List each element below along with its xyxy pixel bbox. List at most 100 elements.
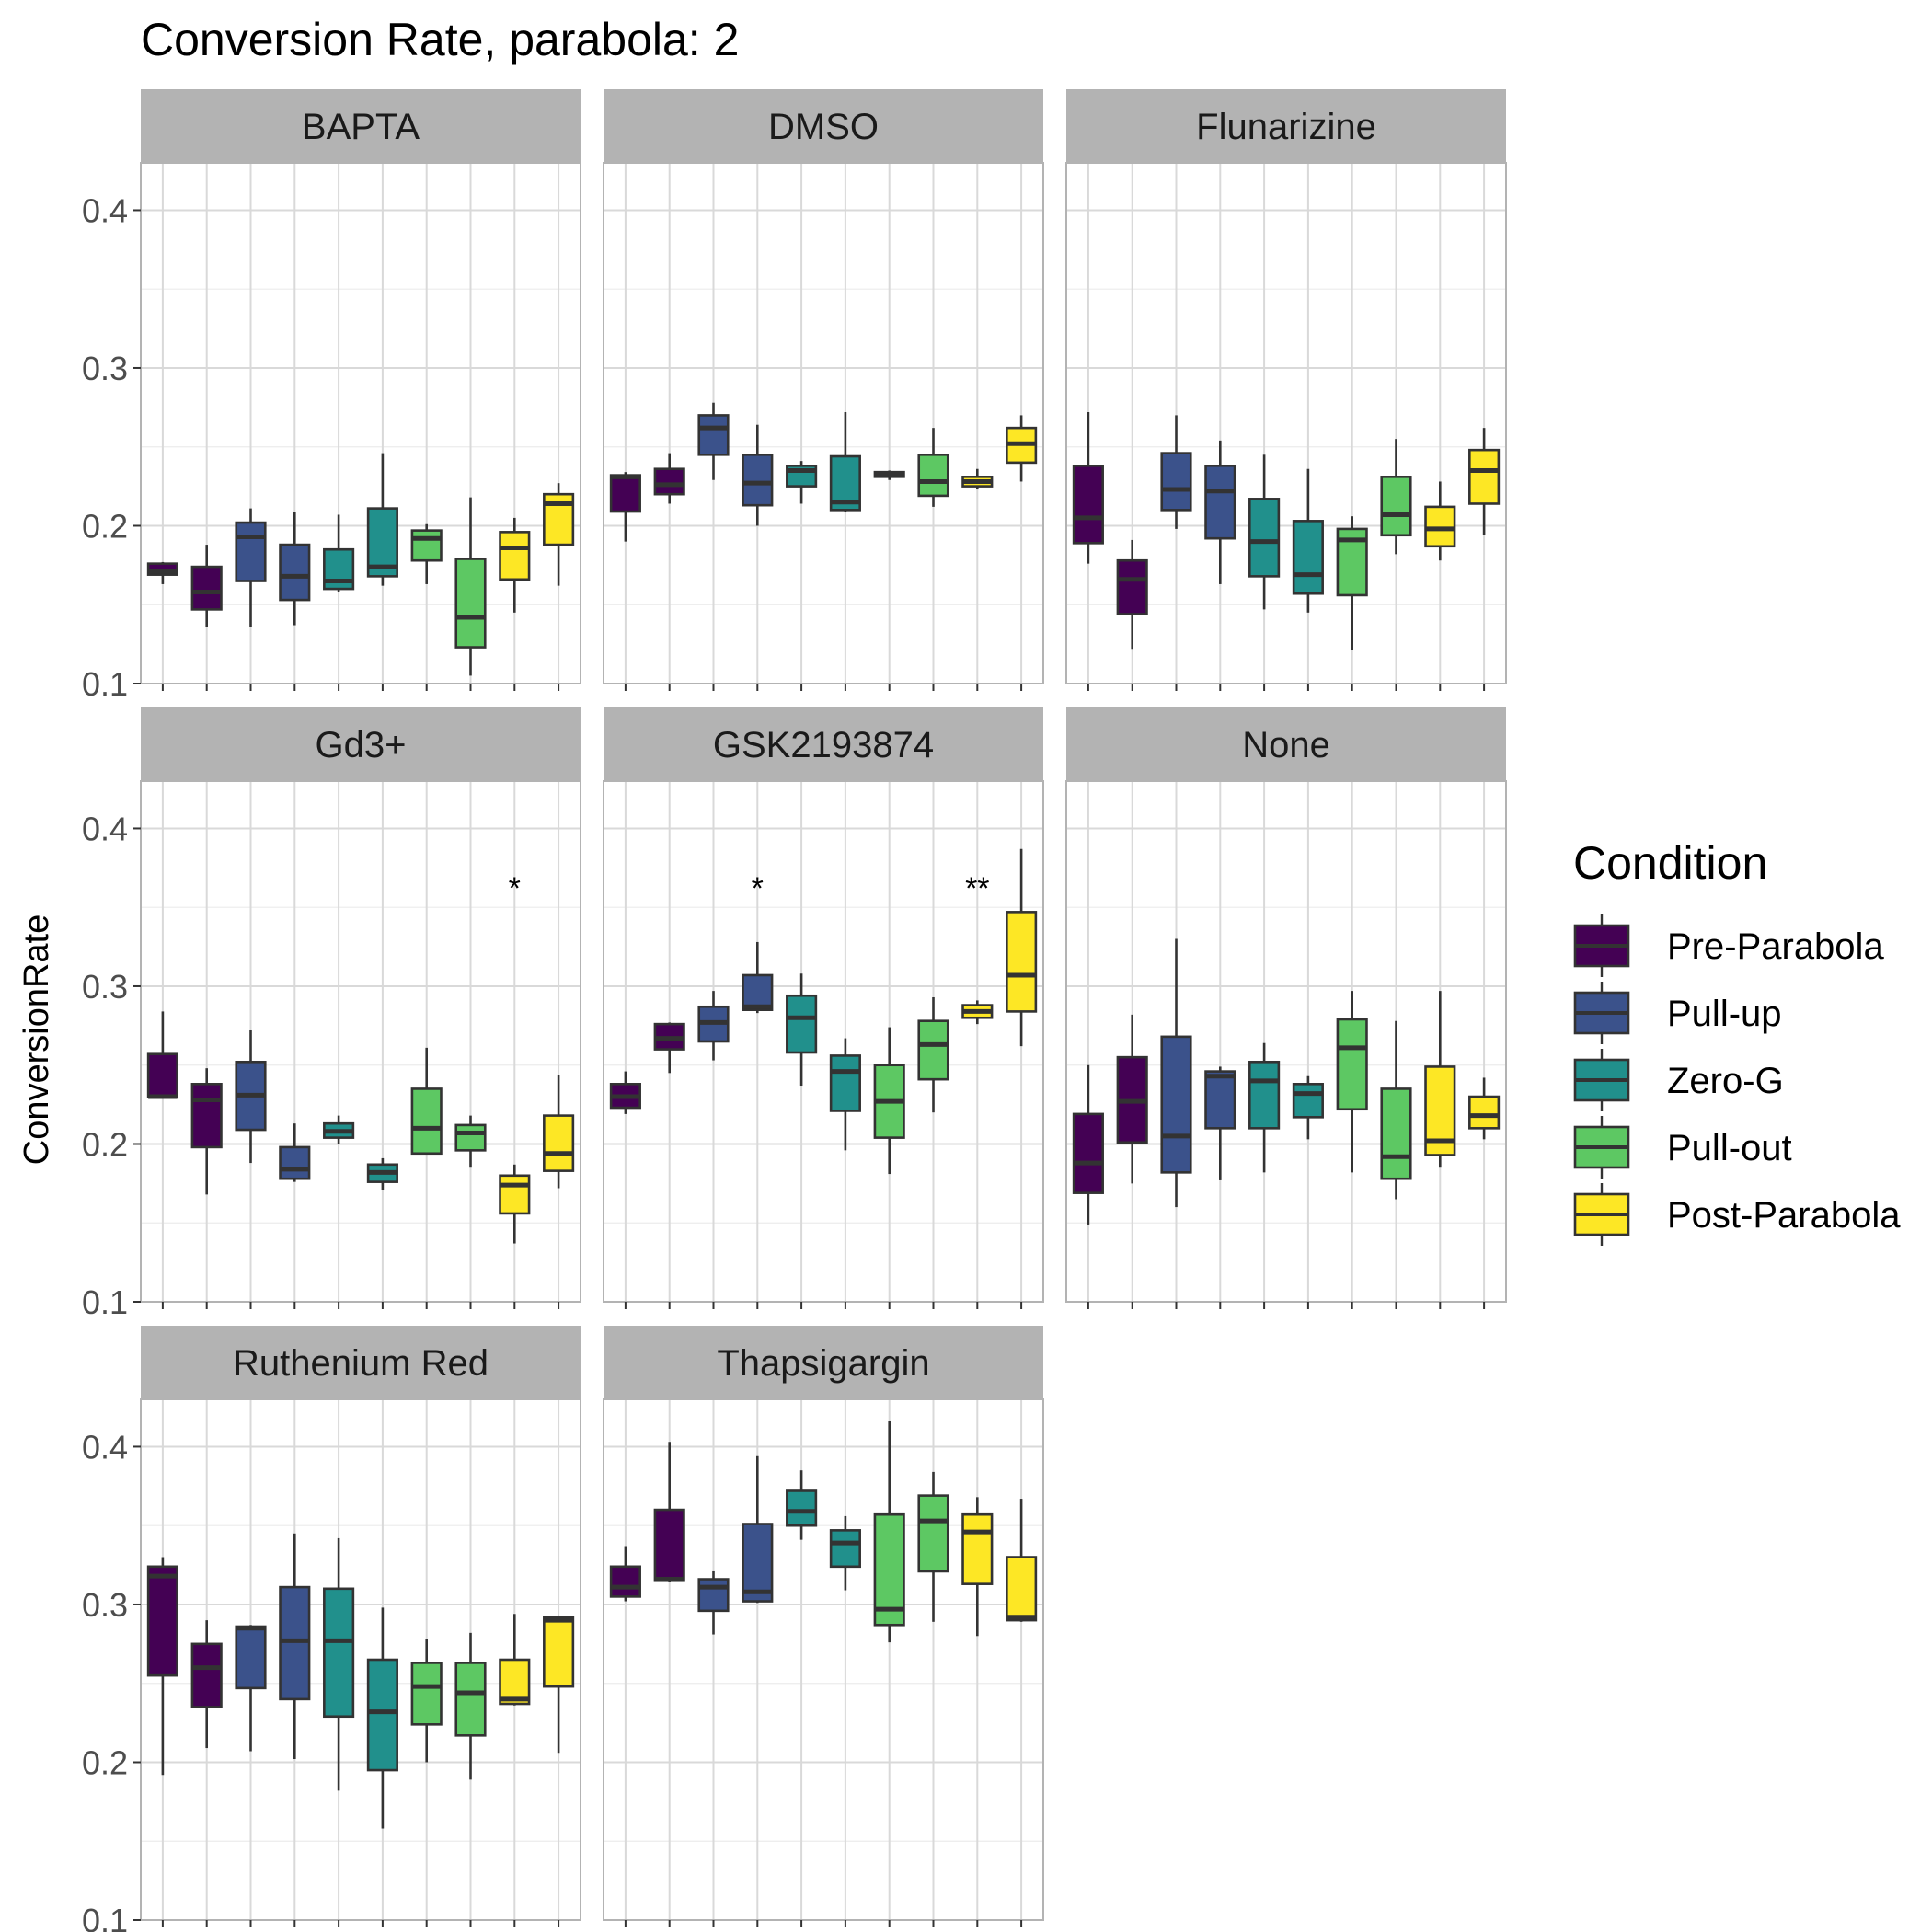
facet-strip: [1066, 89, 1506, 163]
box: [961, 1497, 994, 1637]
legend-label: Pull-out: [1667, 1128, 1792, 1168]
facet-strip: [141, 707, 581, 781]
chart-title: Conversion Rate, parabola: 2: [141, 14, 739, 65]
box: [543, 1075, 575, 1189]
facet-strip-label: Flunarizine: [1196, 107, 1376, 147]
box: [917, 428, 949, 507]
box-body: [1468, 448, 1501, 505]
panel-background: [604, 1399, 1043, 1920]
box: [190, 1068, 223, 1195]
box-body: [499, 1658, 531, 1706]
box-body: [786, 1489, 818, 1527]
box: [786, 461, 818, 504]
box: [323, 514, 355, 592]
facet-panel: GSK2193874* **: [603, 707, 1044, 1309]
box: [279, 1123, 311, 1182]
box: [1336, 516, 1368, 650]
box: [235, 508, 267, 627]
box-body: [454, 1662, 487, 1737]
box-body: [454, 558, 487, 649]
y-tick-label: 0.2: [82, 507, 128, 545]
box: [499, 1164, 531, 1244]
box-body: [786, 994, 818, 1054]
y-tick-label: 0.4: [82, 191, 128, 229]
box: [609, 1071, 641, 1114]
panel-background: [141, 781, 581, 1302]
panel-border: [140, 780, 581, 1303]
box: [1006, 848, 1038, 1047]
box: [873, 1027, 905, 1175]
box: [697, 1570, 730, 1635]
box: [323, 1537, 355, 1791]
panel-border: [603, 162, 1044, 684]
box-body: [1248, 498, 1281, 578]
box-body: [279, 1145, 311, 1180]
box-body: [1336, 1018, 1368, 1111]
facet-panel: Ruthenium Red 0.1 0.2 0.3 0.4: [82, 1326, 581, 1932]
box-body: [323, 1587, 355, 1719]
box-body: [454, 1123, 487, 1152]
legend-entry: Post-Parabola: [1573, 1183, 1901, 1246]
legend-label: Post-Parabola: [1667, 1195, 1901, 1236]
box: [917, 1471, 949, 1622]
box: [1204, 1066, 1236, 1180]
box-body: [829, 1054, 861, 1112]
box: [829, 1515, 861, 1591]
y-tick-label: 0.2: [82, 1743, 128, 1781]
box-body: [917, 1019, 949, 1081]
facet-panels: BAPTA 0.1 0.2 0.3 0.4 DMSO Flunarizine Gd3+ * 0.1…: [82, 89, 1507, 1932]
box-body: [279, 1585, 311, 1701]
box: [454, 1115, 487, 1168]
box-body: [917, 1494, 949, 1573]
box-body: [609, 1565, 641, 1598]
box-body: [1292, 1083, 1324, 1119]
box: [146, 561, 178, 584]
box: [1116, 1014, 1148, 1184]
box: [454, 497, 487, 676]
facet-strip: [604, 1326, 1043, 1399]
box: [1468, 1077, 1501, 1140]
facet-panel: Gd3+ * 0.1 0.2 0.3 0.4: [82, 707, 581, 1321]
box-body: [653, 467, 685, 496]
box: [235, 1625, 267, 1752]
box-body: [1072, 1112, 1104, 1194]
box: [1160, 415, 1192, 529]
box: [697, 402, 730, 480]
y-axis-label: ConversionRate: [17, 914, 56, 1165]
box: [653, 1022, 685, 1074]
box: [1248, 454, 1281, 610]
facet-panel: Flunarizine: [1065, 89, 1507, 691]
panel-background: [1066, 781, 1506, 1302]
box: [697, 991, 730, 1061]
box: [1006, 415, 1038, 482]
box: [1424, 991, 1456, 1168]
panel-border: [1065, 162, 1507, 684]
y-tick-label: 0.1: [82, 1283, 128, 1321]
box: [653, 453, 685, 504]
facet-strip: [604, 89, 1043, 163]
facet-panel: BAPTA 0.1 0.2 0.3 0.4: [82, 89, 581, 703]
box: [1292, 1075, 1324, 1140]
facet-strip: [141, 89, 581, 163]
box-body: [410, 1662, 443, 1726]
box: [961, 468, 994, 490]
box: [146, 1557, 178, 1776]
box: [323, 1115, 355, 1144]
box: [499, 517, 531, 613]
box: [609, 1546, 641, 1602]
facet-strip-label: DMSO: [768, 107, 879, 147]
box: [410, 523, 443, 584]
box: [454, 1632, 487, 1780]
box: [190, 1620, 223, 1749]
box: [279, 512, 311, 626]
significance-label: *: [509, 871, 521, 906]
box: [786, 1470, 818, 1540]
box: [1468, 428, 1501, 535]
box: [1072, 1064, 1104, 1225]
legend-entry: Pre-Parabola: [1573, 914, 1884, 977]
box-body: [1204, 1070, 1236, 1130]
box: [742, 1455, 774, 1604]
box-body: [917, 454, 949, 498]
box-body: [697, 1578, 730, 1613]
